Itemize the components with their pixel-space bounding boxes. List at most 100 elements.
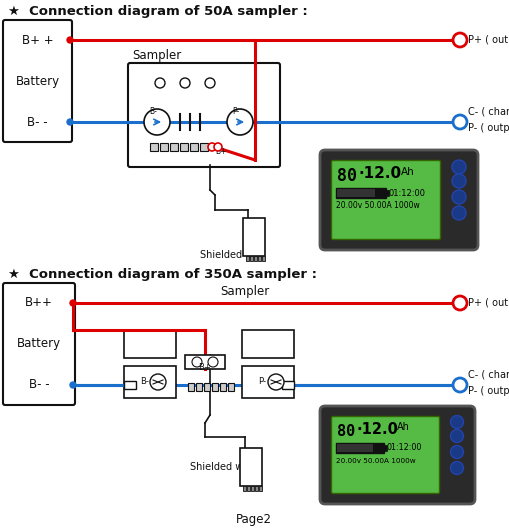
Circle shape xyxy=(214,143,222,151)
FancyBboxPatch shape xyxy=(3,283,75,405)
Bar xyxy=(240,448,262,486)
Bar xyxy=(336,443,384,453)
Circle shape xyxy=(150,374,166,390)
Circle shape xyxy=(144,109,170,135)
Bar xyxy=(258,256,261,261)
Circle shape xyxy=(227,109,253,135)
Bar xyxy=(250,256,253,261)
Bar xyxy=(337,189,375,197)
Text: C- ( charge- ): C- ( charge- ) xyxy=(468,107,509,117)
Bar xyxy=(247,486,250,491)
Circle shape xyxy=(450,416,464,429)
Bar xyxy=(251,486,254,491)
Bar xyxy=(337,444,373,452)
Circle shape xyxy=(70,300,76,306)
Text: Page2: Page2 xyxy=(236,514,272,526)
FancyBboxPatch shape xyxy=(331,161,440,240)
Circle shape xyxy=(208,143,216,151)
Bar xyxy=(124,330,176,358)
Text: B+: B+ xyxy=(199,363,211,372)
Text: B++: B++ xyxy=(25,297,53,309)
Circle shape xyxy=(452,206,466,220)
Bar xyxy=(259,486,262,491)
Text: 01:12:00: 01:12:00 xyxy=(387,444,422,452)
Text: ·12.0: ·12.0 xyxy=(357,421,399,437)
Text: 20.00v 50.00A 1000w: 20.00v 50.00A 1000w xyxy=(336,458,416,464)
FancyBboxPatch shape xyxy=(320,406,475,504)
Text: Shielded wire: Shielded wire xyxy=(190,462,256,472)
Circle shape xyxy=(192,357,202,367)
Circle shape xyxy=(450,461,464,475)
Bar xyxy=(254,256,257,261)
FancyBboxPatch shape xyxy=(331,417,439,494)
Bar xyxy=(180,143,188,151)
Text: ★  Connection diagram of 350A sampler :: ★ Connection diagram of 350A sampler : xyxy=(8,268,317,281)
Text: B-: B- xyxy=(149,107,157,116)
Text: 80: 80 xyxy=(337,167,357,185)
Text: Sampler: Sampler xyxy=(220,285,269,298)
Circle shape xyxy=(208,357,218,367)
Circle shape xyxy=(452,160,466,174)
Circle shape xyxy=(453,115,467,129)
Text: B+: B+ xyxy=(215,147,227,156)
FancyBboxPatch shape xyxy=(320,150,478,250)
Text: P- ( output- ): P- ( output- ) xyxy=(468,123,509,133)
Text: P-: P- xyxy=(232,107,239,116)
Text: 20.00v 50.00A 1000w: 20.00v 50.00A 1000w xyxy=(336,202,420,211)
Bar xyxy=(124,366,176,398)
Bar xyxy=(170,143,178,151)
Bar xyxy=(150,143,158,151)
Text: P+ ( output+ ): P+ ( output+ ) xyxy=(468,35,509,45)
Bar xyxy=(204,383,210,391)
Circle shape xyxy=(450,429,464,442)
Bar xyxy=(185,355,225,369)
Text: B- -: B- - xyxy=(27,116,48,128)
Bar xyxy=(212,383,218,391)
Bar xyxy=(188,383,194,391)
Circle shape xyxy=(452,174,466,188)
Bar xyxy=(220,383,226,391)
Text: 01:12:00: 01:12:00 xyxy=(389,188,426,197)
Text: 80: 80 xyxy=(337,423,355,438)
Bar xyxy=(262,256,265,261)
Text: P- ( output- ): P- ( output- ) xyxy=(468,386,509,396)
Text: B-: B- xyxy=(140,378,149,386)
Text: C- ( charge- ): C- ( charge- ) xyxy=(468,370,509,380)
Text: Shielded wire: Shielded wire xyxy=(200,250,266,260)
Circle shape xyxy=(67,119,73,125)
Text: P+ ( output+ ): P+ ( output+ ) xyxy=(468,298,509,308)
Text: Ah: Ah xyxy=(401,167,415,177)
Bar xyxy=(246,256,249,261)
FancyBboxPatch shape xyxy=(128,63,280,167)
Bar xyxy=(243,486,246,491)
Circle shape xyxy=(453,296,467,310)
Bar xyxy=(282,381,294,389)
Bar xyxy=(242,366,294,398)
Text: Battery: Battery xyxy=(15,74,60,88)
Bar xyxy=(386,190,389,196)
FancyBboxPatch shape xyxy=(3,20,72,142)
Text: B+ +: B+ + xyxy=(22,33,53,46)
Circle shape xyxy=(70,382,76,388)
Text: ·12.0: ·12.0 xyxy=(359,166,402,182)
Circle shape xyxy=(155,78,165,88)
Text: P-: P- xyxy=(258,378,266,386)
Circle shape xyxy=(67,37,73,43)
Bar xyxy=(228,383,234,391)
Text: ★  Connection diagram of 50A sampler :: ★ Connection diagram of 50A sampler : xyxy=(8,5,308,18)
Text: B- -: B- - xyxy=(29,379,49,391)
Bar xyxy=(336,188,386,198)
Circle shape xyxy=(205,78,215,88)
Bar xyxy=(242,330,294,358)
Circle shape xyxy=(453,378,467,392)
Bar xyxy=(160,143,168,151)
Circle shape xyxy=(453,33,467,47)
Text: Sampler: Sampler xyxy=(132,49,181,62)
Bar xyxy=(200,143,208,151)
Circle shape xyxy=(450,446,464,458)
Bar xyxy=(255,486,258,491)
Text: Battery: Battery xyxy=(17,337,61,351)
Bar xyxy=(196,383,202,391)
Text: Ah: Ah xyxy=(397,422,410,432)
Bar xyxy=(124,381,136,389)
